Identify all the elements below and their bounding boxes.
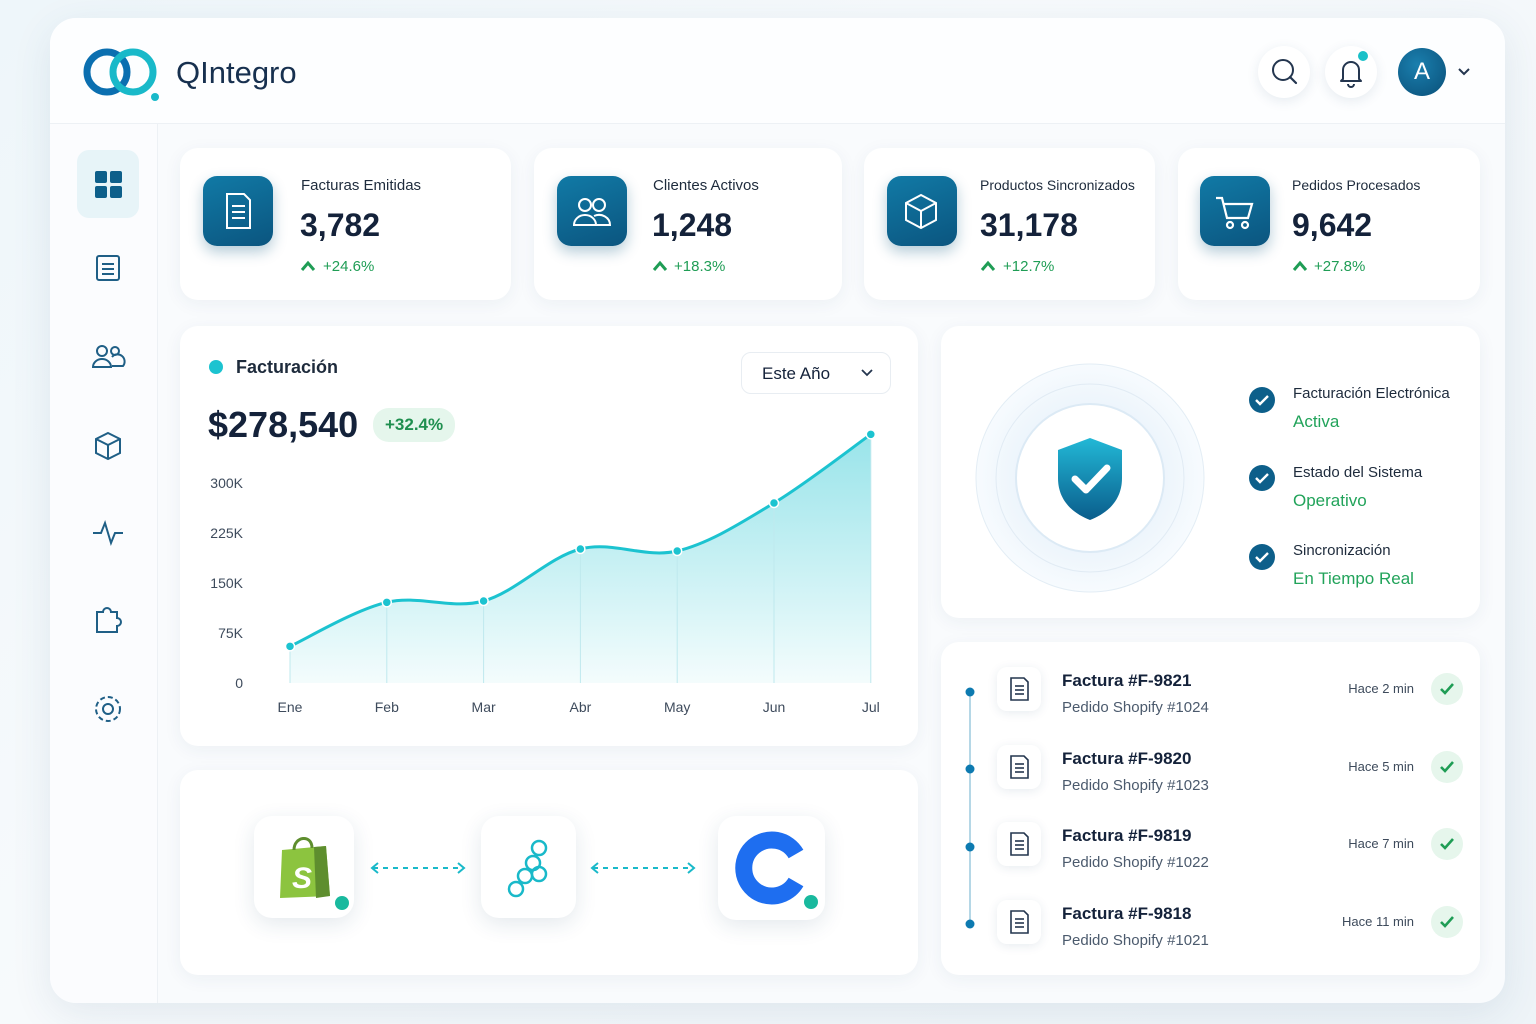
orders-icon	[1200, 176, 1270, 246]
avatar[interactable]: A	[1398, 48, 1446, 96]
doc-icon	[997, 667, 1041, 711]
doc-icon	[997, 822, 1041, 866]
y-tick-label: 75K	[218, 625, 244, 641]
svg-text:S: S	[292, 862, 312, 895]
point	[671, 545, 683, 557]
search-button[interactable]	[1258, 46, 1310, 98]
point	[284, 641, 296, 652]
activity-title: Factura #F-9821	[1062, 671, 1192, 690]
avatar-chevron[interactable]	[1456, 66, 1472, 78]
activity-check	[1431, 905, 1463, 938]
activity-subtitle: Pedido Shopify #1021	[1062, 931, 1209, 949]
up-arrow	[980, 260, 996, 271]
x-tick-label: Jun	[763, 699, 786, 715]
x-tick-label: Jul	[862, 699, 880, 715]
activity-check	[1431, 750, 1463, 783]
activity-time: Hace 7 min	[1348, 836, 1414, 851]
sidebar	[50, 124, 158, 1003]
doc-icon	[997, 744, 1041, 789]
chart-dot	[209, 360, 223, 374]
stat-label: Clientes Activos	[653, 177, 759, 194]
dropdown-label: Este Año	[762, 364, 831, 383]
shield-graphic	[975, 363, 1205, 593]
stat-value: 1,248	[652, 207, 733, 243]
status-state: Activa	[1293, 412, 1340, 431]
stat-label: Facturas Emitidas	[301, 177, 422, 194]
shopify-tile[interactable]: S	[254, 816, 354, 918]
chart: 0 75K 150K 225K 300K Ene Feb Mar Abr May Jun Jul	[210, 429, 880, 715]
activity-time: Hace 11 min	[1341, 913, 1414, 929]
status-label: Estado del Sistema	[1293, 464, 1423, 481]
point	[768, 497, 780, 509]
period-dropdown[interactable]: Este Año	[741, 352, 891, 394]
brand: QIntegro	[176, 55, 297, 90]
activity-title: Factura #F-9819	[1062, 826, 1192, 845]
clients-icon	[557, 176, 627, 246]
activity-title: Factura #F-9820	[1062, 748, 1192, 768]
products-icon	[887, 176, 957, 246]
point	[478, 595, 489, 607]
status-label: Facturación Electrónica	[1293, 385, 1450, 402]
chart-title: Facturación	[236, 357, 339, 377]
x-tick-label: Mar	[472, 699, 496, 715]
timeline	[965, 687, 975, 929]
activity-subtitle: Pedido Shopify #1022	[1062, 854, 1209, 871]
activity-time: Hace 5 min	[1348, 758, 1414, 774]
x-tick-label: Feb	[375, 699, 399, 715]
up-arrow	[1292, 260, 1308, 271]
y-tick-label: 225K	[210, 525, 243, 541]
up-arrow	[300, 260, 316, 271]
point	[575, 543, 586, 555]
stat-value: 9,642	[1292, 207, 1373, 243]
status-label: Sincronización	[1293, 542, 1391, 559]
chart-total: $278,540	[208, 404, 359, 445]
notifications-button[interactable]	[1325, 46, 1377, 98]
activity-title: Factura #F-9818	[1062, 903, 1192, 923]
stat-value: 3,782	[300, 207, 381, 243]
y-tick-label: 300K	[210, 475, 243, 491]
status-checks	[1249, 387, 1275, 570]
activity-check	[1431, 828, 1463, 860]
stat-change: +12.7%	[1003, 258, 1055, 275]
doc-icon	[997, 899, 1041, 944]
stat-label: Pedidos Procesados	[1292, 177, 1421, 193]
activity-time: Hace 2 min	[1348, 681, 1414, 696]
point	[381, 597, 393, 608]
stat-change: +24.6%	[323, 258, 375, 275]
stat-change: +18.3%	[674, 258, 726, 275]
connector-tile[interactable]	[481, 816, 576, 918]
chart-change: +32.4%	[373, 408, 456, 442]
status-state: Operativo	[1293, 491, 1367, 510]
activity-check	[1431, 673, 1463, 705]
y-tick-label: 150K	[210, 575, 243, 591]
stat-value: 31,178	[980, 207, 1078, 243]
y-tick-label: 0	[235, 675, 243, 691]
activity-subtitle: Pedido Shopify #1024	[1062, 699, 1209, 716]
sidebar-icons	[77, 150, 139, 722]
logo	[83, 48, 159, 101]
invoice-icon	[203, 176, 273, 246]
x-tick-label: May	[664, 699, 690, 715]
sync-arrows	[370, 862, 696, 874]
c-app-tile[interactable]	[718, 816, 825, 920]
stat-change: +27.8%	[1314, 258, 1366, 275]
status-state: En Tiempo Real	[1293, 569, 1414, 588]
x-tick-label: Abr	[570, 699, 592, 715]
stat-label: Productos Sincronizados	[980, 177, 1135, 193]
up-arrow	[652, 260, 668, 271]
x-tick-label: Ene	[278, 699, 303, 715]
point	[865, 429, 877, 440]
activity-subtitle: Pedido Shopify #1023	[1062, 776, 1209, 794]
